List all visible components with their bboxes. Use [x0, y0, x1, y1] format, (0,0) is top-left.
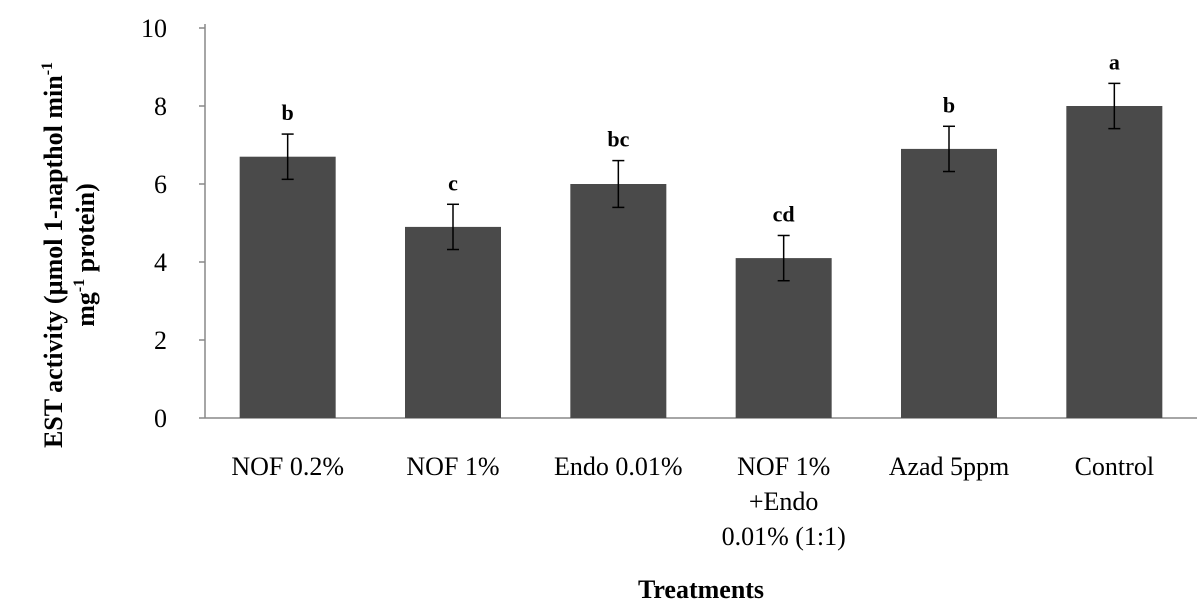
- bar: [901, 148, 997, 418]
- svg-text:EST activity (µmol 1-napthol m: EST activity (µmol 1-napthol min-1: [39, 62, 68, 448]
- x-axis-title: Treatments: [638, 575, 764, 603]
- y-axis-title-line2-sup: -1: [71, 279, 88, 292]
- significance-letter: bc: [607, 127, 629, 152]
- x-category-label: Control: [1075, 452, 1154, 481]
- y-tick-label: 6: [154, 170, 167, 199]
- y-tick-label: 0: [154, 404, 167, 433]
- y-axis-title-line1-sup: -1: [39, 62, 56, 75]
- x-category-label: NOF 0.2%: [231, 452, 344, 481]
- y-tick-label: 4: [154, 248, 167, 277]
- y-tick-labels: 0 2 4 6 8 10: [141, 14, 167, 433]
- significance-letter: cd: [773, 201, 795, 226]
- y-tick-label: 10: [141, 14, 167, 43]
- significance-letter: c: [448, 170, 458, 195]
- y-tick-label: 2: [154, 326, 167, 355]
- x-category-label: Endo 0.01%: [554, 452, 683, 481]
- x-category-labels: NOF 0.2% NOF 1% Endo 0.01% NOF 1% +Endo 0.01%…: [231, 452, 1154, 551]
- x-category-label: Azad 5ppm: [889, 452, 1010, 481]
- bar: [570, 184, 667, 418]
- y-axis-title-line2-pre: mg: [71, 292, 100, 327]
- significance-letter: b: [943, 92, 955, 117]
- significance-letter: a: [1109, 49, 1120, 74]
- y-axis-title-line1: EST activity (µmol 1-napthol min: [39, 75, 68, 448]
- bar: [405, 226, 501, 418]
- y-axis-title: EST activity (µmol 1-napthol min-1 mg-1 …: [39, 62, 100, 448]
- x-category-label: NOF 1% +Endo 0.01% (1:1): [722, 452, 846, 551]
- significance-letter: b: [282, 100, 294, 125]
- bar: [1066, 106, 1163, 418]
- axes: [199, 24, 1197, 419]
- x-category-label: NOF 1%: [406, 452, 499, 481]
- bar: [735, 258, 832, 418]
- bar: [239, 156, 336, 418]
- y-axis-title-line2-post: protein): [71, 183, 100, 279]
- svg-text:mg-1 protein): mg-1 protein): [71, 183, 100, 327]
- y-tick-label: 8: [154, 92, 167, 121]
